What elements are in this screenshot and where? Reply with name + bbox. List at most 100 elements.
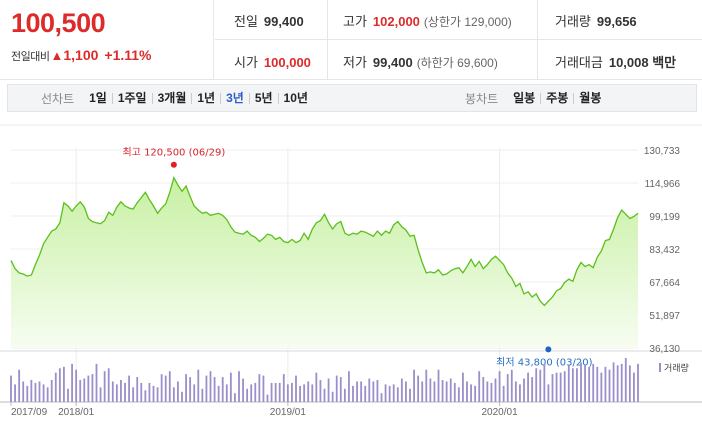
chart-tab-bar: 선차트 1일 1주일 3개월 1년 3년 5년 10년 봉차트 일봉 주봉 월봉 xyxy=(7,84,697,112)
volume-bar xyxy=(311,384,314,402)
stats-grid: 전일 99,400 고가 102,000 (상한가 129,000) 거래량 99,65… xyxy=(215,0,702,80)
volume-bar xyxy=(559,372,562,402)
volume-bar xyxy=(262,375,265,402)
volume-bar xyxy=(584,365,586,402)
x-tick-label: 2020/01 xyxy=(481,407,518,418)
volume-bar xyxy=(140,382,143,402)
volume-bar xyxy=(225,384,228,402)
high-value: 102,000 xyxy=(372,14,420,29)
lower-limit: (하한가 69,600) xyxy=(416,56,498,70)
x-tick-label: 2018/01 xyxy=(58,407,95,418)
volume-bar xyxy=(54,372,57,402)
volume-bar xyxy=(608,369,611,402)
high-marker xyxy=(170,161,177,168)
volume-bar xyxy=(124,382,126,402)
volume-bar xyxy=(400,378,403,402)
volume-cell: 거래량 99,656 xyxy=(555,11,637,30)
tab-monthly-candle[interactable]: 월봉 xyxy=(573,92,606,104)
x-tick-label: 2017/09 xyxy=(11,407,48,418)
volume-bar xyxy=(168,371,171,402)
volume-bar xyxy=(34,382,37,402)
open-value: 100,000 xyxy=(263,55,311,70)
volume-bar xyxy=(107,368,110,402)
volume-bar xyxy=(172,387,175,402)
volume-bar xyxy=(339,377,342,402)
volume-bar xyxy=(282,374,285,402)
price-chart[interactable]: 36,130 51,897 67,664 83,432 99,199 114,966 130… xyxy=(0,112,702,436)
tab-3-years[interactable]: 3년 xyxy=(220,92,249,104)
trade-value-cell: 거래대금 10,008 백만 xyxy=(555,52,676,71)
volume-bar xyxy=(567,365,570,402)
volume-bar xyxy=(266,394,269,402)
volume-bar xyxy=(331,391,334,402)
volume-bar xyxy=(286,384,289,402)
prev-close-cell: 전일 99,400 xyxy=(234,11,304,30)
tab-1-day[interactable]: 1일 xyxy=(89,90,107,105)
volume-bar xyxy=(596,366,599,402)
stats-separator xyxy=(327,0,328,80)
volume-bar xyxy=(502,385,505,402)
change-rate: +1.11% xyxy=(104,47,152,63)
volume-bar xyxy=(254,382,257,402)
volume-bar xyxy=(547,384,550,402)
volume-bar xyxy=(299,385,301,402)
volume-bar xyxy=(405,381,407,402)
volume-bar xyxy=(10,375,12,402)
volume-bar xyxy=(38,381,41,402)
volume-bar xyxy=(494,378,497,402)
y-tick-label: 99,199 xyxy=(649,212,680,223)
volume-bar xyxy=(380,393,383,402)
price-area xyxy=(11,177,638,348)
volume-bar xyxy=(79,380,82,402)
volume-bar xyxy=(152,385,155,402)
volume-bar xyxy=(384,384,387,402)
change-value: 1,100 xyxy=(63,47,99,63)
volume-bar xyxy=(18,369,21,402)
volume-bar xyxy=(14,384,16,402)
tab-5-years[interactable]: 5년 xyxy=(248,92,278,104)
volume-bar xyxy=(527,372,529,402)
tab-1-week[interactable]: 1주일 xyxy=(111,92,152,104)
price-box: 100,500 전일대비▲1,100 +1.11% xyxy=(0,0,214,80)
volume-bar xyxy=(453,382,456,402)
volume-bar xyxy=(604,366,607,402)
y-tick-label: 51,897 xyxy=(649,311,680,322)
volume-bar xyxy=(356,381,358,402)
volume-bar xyxy=(335,375,338,402)
volume-bar xyxy=(417,375,420,402)
volume-bar xyxy=(409,388,411,402)
volume-bar xyxy=(531,377,534,402)
volume-bar xyxy=(551,374,554,402)
volume-legend-label: 거래량 xyxy=(664,362,689,374)
volume-bar xyxy=(539,369,542,402)
tab-weekly-candle[interactable]: 주봉 xyxy=(540,92,573,104)
volume-bar xyxy=(209,371,212,402)
volume-bar xyxy=(128,375,130,402)
tab-10-years[interactable]: 10년 xyxy=(277,92,313,104)
volume-bar xyxy=(376,380,379,402)
tab-daily-candle[interactable]: 일봉 xyxy=(513,90,536,105)
volume-bar xyxy=(348,371,350,402)
volume-bar xyxy=(319,380,322,402)
volume-bar xyxy=(83,378,86,402)
volume-bar xyxy=(372,381,375,402)
volume-bar xyxy=(75,369,78,402)
volume-bar xyxy=(201,388,204,402)
volume-bar xyxy=(543,363,546,402)
high-annotation: 최고 120,500 (06/29) xyxy=(122,147,225,159)
tab-1-year[interactable]: 1년 xyxy=(191,92,220,104)
volume-bar xyxy=(364,385,367,402)
high-cell: 고가 102,000 (상한가 129,000) xyxy=(343,11,512,30)
up-triangle-icon: ▲ xyxy=(50,48,64,63)
low-label: 저가 xyxy=(343,55,367,70)
open-label: 시가 xyxy=(234,55,258,70)
volume-bar xyxy=(22,381,25,402)
volume-bar xyxy=(234,393,236,402)
volume-bar xyxy=(30,380,33,402)
volume-bar xyxy=(352,385,354,402)
volume-bar xyxy=(396,387,399,402)
volume-bar xyxy=(42,384,45,402)
tab-3-months[interactable]: 3개월 xyxy=(151,92,192,104)
y-tick-label: 130,733 xyxy=(644,146,681,157)
trade-value-value: 10,008 백만 xyxy=(608,55,677,70)
